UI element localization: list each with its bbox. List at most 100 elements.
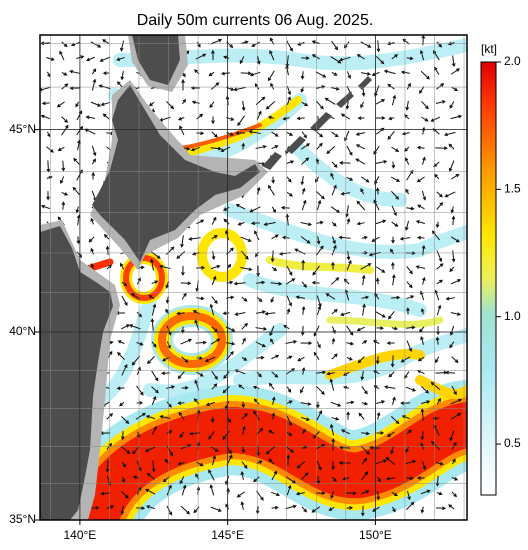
current-arrow [91, 145, 97, 157]
current-arrow [241, 322, 248, 330]
current-arrow [145, 488, 156, 495]
current-arrow [436, 461, 444, 466]
current-arrow [421, 244, 426, 256]
current-arrow [300, 176, 305, 186]
current-arrow [406, 82, 411, 90]
current-arrow [300, 143, 311, 150]
current-arrow [256, 186, 261, 195]
current-arrow [450, 312, 462, 316]
current-arrow [131, 355, 141, 366]
current-arrow [151, 370, 159, 382]
current-arrow [371, 236, 380, 242]
current-arrow [361, 385, 368, 395]
current-arrow [356, 221, 365, 226]
current-arrow [375, 311, 386, 318]
current-arrow [346, 357, 353, 361]
current-arrow [330, 401, 342, 407]
current-arrow [75, 101, 80, 108]
current-arrow [355, 132, 366, 136]
current-arrow [361, 340, 368, 345]
current-arrow [271, 266, 278, 272]
current-arrow [328, 506, 335, 511]
current-arrow [301, 187, 306, 195]
current-arrow [448, 504, 455, 510]
current-arrow [435, 100, 446, 104]
current-arrow [435, 146, 448, 151]
current-arrow [391, 94, 397, 106]
current-arrow [316, 100, 324, 110]
current-arrow [240, 471, 245, 480]
current-arrow [271, 145, 279, 150]
current-arrow [339, 445, 351, 450]
current-arrow [267, 70, 275, 82]
current-arrow [361, 295, 370, 300]
current-arrow [451, 458, 456, 465]
current-arrow [235, 204, 246, 210]
current-arrow [416, 476, 425, 480]
current-arrow [451, 250, 456, 263]
current-arrow [263, 222, 276, 227]
current-arrow [106, 505, 115, 510]
map-frame [39, 34, 468, 521]
current-arrow [316, 410, 323, 421]
current-arrow [346, 325, 354, 336]
current-arrow [285, 340, 298, 344]
current-arrow [420, 400, 431, 404]
current-arrow [105, 245, 110, 255]
current-arrow [331, 40, 339, 51]
current-arrow [330, 491, 334, 500]
current-arrow [268, 184, 275, 196]
current-arrow [241, 412, 248, 420]
current-arrow [249, 71, 261, 77]
current-arrow [281, 235, 290, 240]
current-arrow [360, 370, 365, 381]
current-arrow [102, 71, 110, 75]
current-arrow [88, 236, 95, 243]
current-arrow [57, 146, 65, 151]
current-arrow [117, 340, 125, 345]
current-arrow [331, 353, 338, 360]
current-arrow [248, 130, 261, 134]
current-arrow [391, 491, 398, 497]
current-arrow [451, 55, 456, 68]
current-arrow [420, 506, 425, 514]
current-arrow [211, 296, 218, 305]
current-arrow [148, 295, 155, 300]
current-arrow [132, 445, 140, 455]
current-arrow [331, 161, 338, 168]
current-arrow [151, 460, 156, 473]
current-arrow [376, 400, 386, 404]
current-arrow [326, 371, 335, 376]
current-arrow [249, 206, 261, 213]
current-arrow [451, 173, 460, 180]
current-arrow [346, 400, 355, 405]
current-arrow [196, 461, 204, 467]
current-arrow [388, 116, 395, 121]
current-arrow [210, 82, 220, 90]
current-arrow [151, 341, 157, 348]
current-arrow [331, 184, 337, 196]
current-arrow [241, 356, 248, 361]
current-arrow [311, 506, 321, 513]
current-arrow [315, 385, 325, 395]
current-arrow [346, 145, 353, 156]
current-arrow [267, 115, 275, 120]
current-arrow [271, 491, 281, 497]
current-arrow [72, 186, 80, 195]
colorbar [480, 61, 497, 496]
current-arrow [301, 56, 310, 61]
current-arrow [253, 476, 260, 483]
current-arrow [91, 506, 100, 510]
current-arrow [420, 70, 430, 80]
current-arrow [405, 386, 417, 392]
current-arrow [136, 506, 146, 511]
current-arrow [326, 146, 336, 155]
current-arrow [339, 160, 351, 165]
current-arrow [145, 505, 155, 510]
current-arrow [211, 370, 218, 380]
current-arrow [406, 206, 415, 211]
current-arrow [285, 213, 290, 226]
current-arrow [375, 277, 380, 285]
current-arrow [105, 460, 110, 473]
current-arrow [417, 235, 425, 240]
